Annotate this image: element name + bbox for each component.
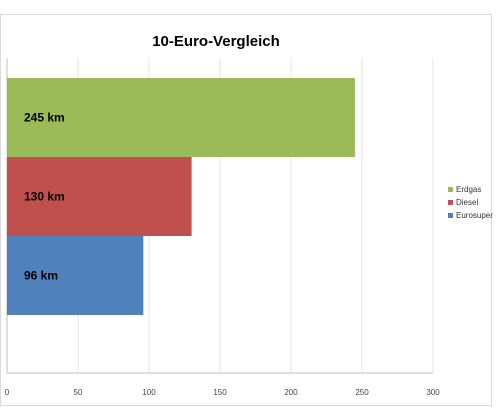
x-tick-label: 300 [426,388,440,397]
legend-label-erdgas: Erdgas [456,185,481,194]
legend-swatch-diesel [448,200,453,205]
legend-label-eurosuper: Eurosuper [456,211,493,220]
legend-swatch-erdgas [448,187,453,192]
x-tick-label: 0 [5,388,10,397]
data-label-erdgas: 245 km [24,111,65,125]
x-axis: 0 50 100 150 200 250 300 [5,388,440,397]
legend-label-diesel: Diesel [456,198,478,207]
x-tick-label: 200 [284,388,298,397]
legend-swatch-eurosuper [448,213,453,218]
x-tick-label: 100 [142,388,156,397]
bar-erdgas [7,78,355,157]
bars: 96 km 130 km 245 km [7,78,355,315]
legend: Erdgas Diesel Eurosuper [448,185,493,220]
data-label-diesel: 130 km [24,190,65,204]
bar-eurosuper [7,236,144,315]
bar-diesel [7,157,192,236]
x-tick-label: 50 [74,388,83,397]
data-label-eurosuper: 96 km [24,269,58,283]
x-tick-label: 250 [355,388,369,397]
x-tick-label: 150 [213,388,227,397]
chart-title: 10-Euro-Vergleich [152,33,280,50]
